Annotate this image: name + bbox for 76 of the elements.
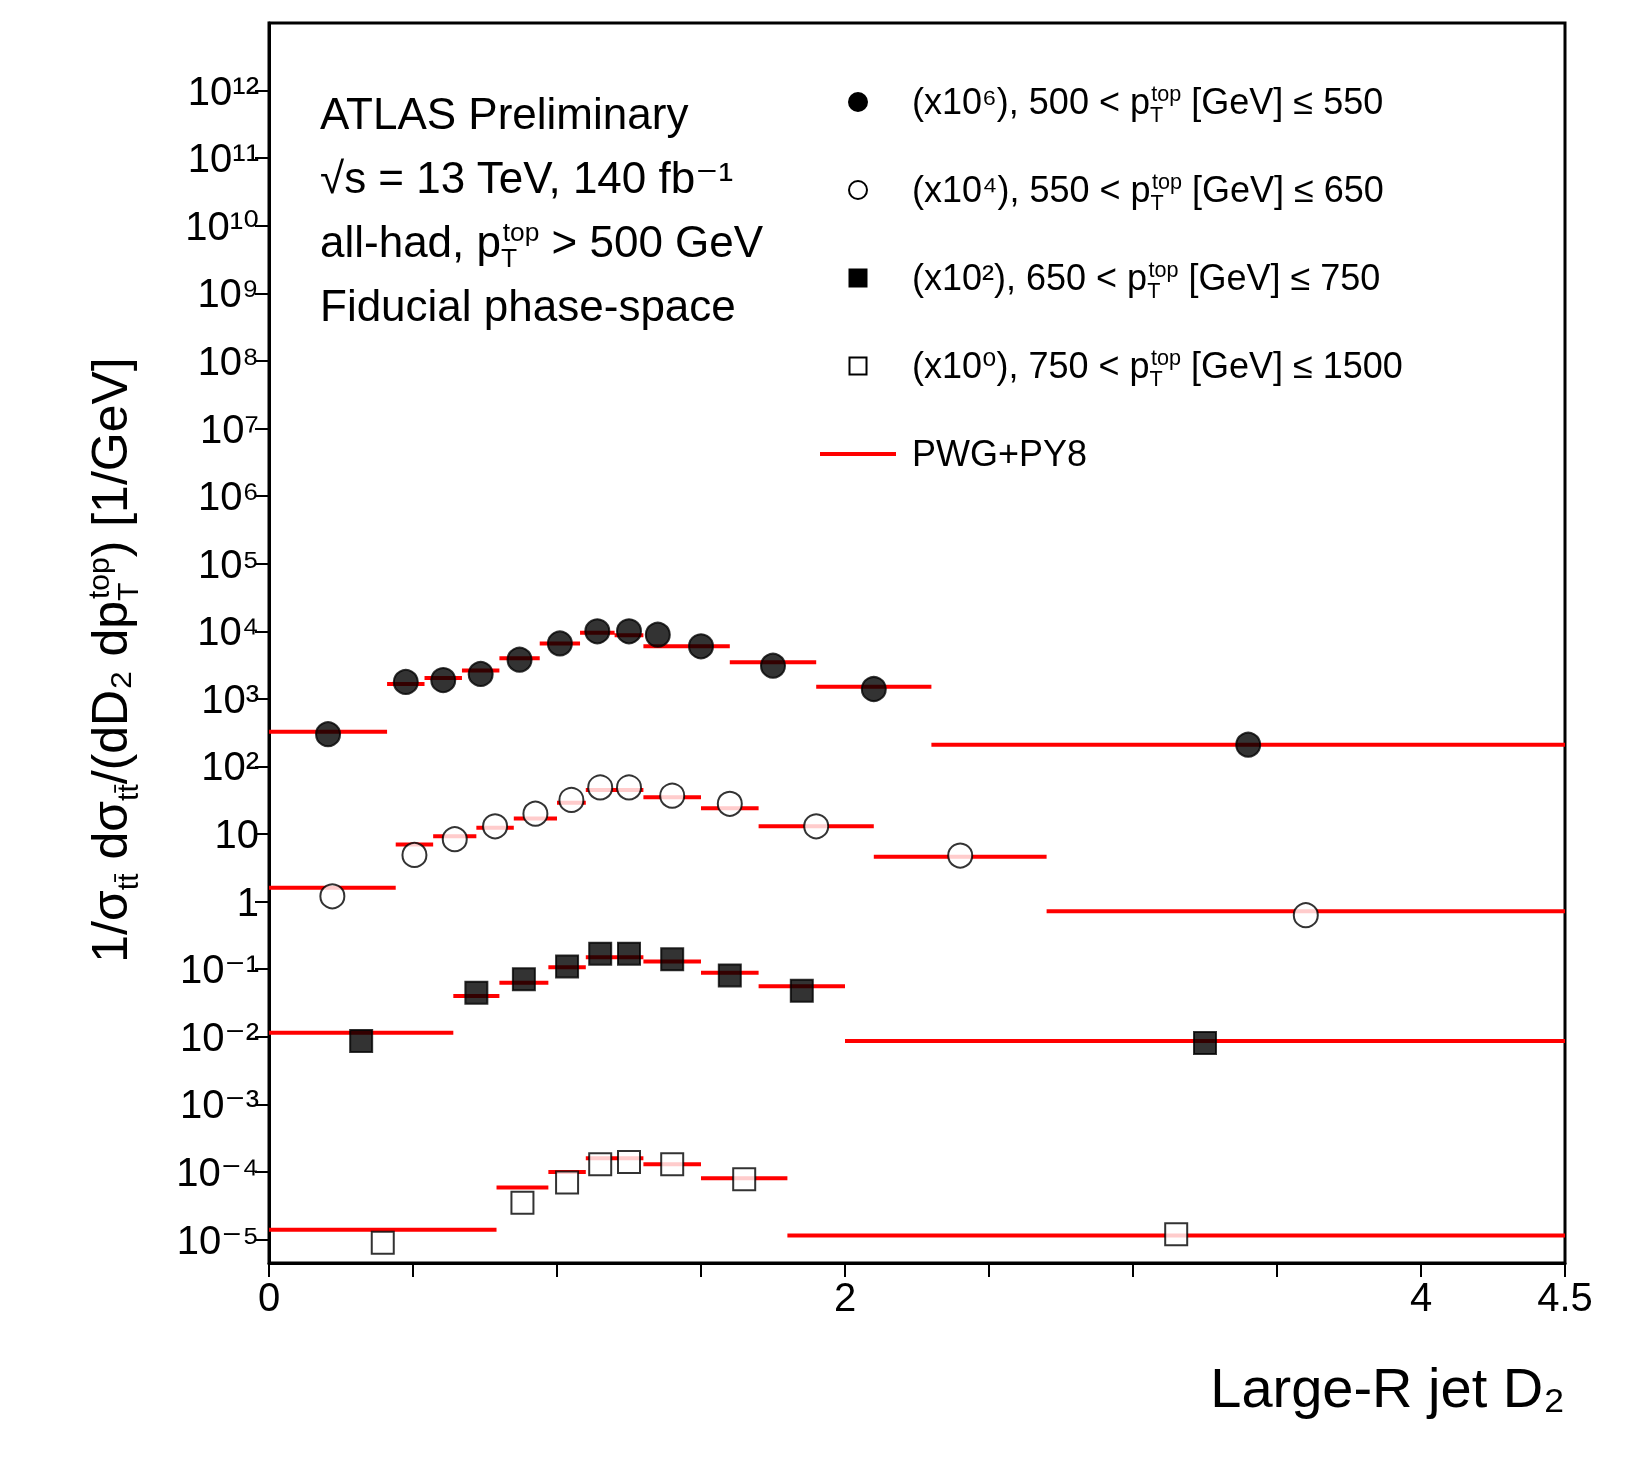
- point: [588, 1152, 613, 1177]
- point: [860, 676, 887, 702]
- point: [315, 721, 342, 748]
- x-axis-title: Large-R jet D₂: [1210, 1356, 1565, 1419]
- point: [803, 813, 830, 840]
- point: [510, 1190, 535, 1215]
- point: [1292, 902, 1319, 929]
- y-tick-label: 10²: [201, 744, 259, 789]
- y-tick-label: 10⁻³: [180, 1082, 259, 1127]
- x-tick-label: 2: [833, 1275, 857, 1319]
- point: [349, 1028, 374, 1053]
- y-tick-label: 10⁴: [197, 609, 259, 654]
- y-tick-label: 1: [236, 879, 259, 924]
- legend-label: PWG+PY8: [912, 433, 1088, 475]
- point: [947, 842, 974, 869]
- point: [482, 813, 509, 840]
- point: [1164, 1222, 1189, 1247]
- point: [464, 980, 489, 1005]
- y-tick-label: 10⁻⁵: [176, 1217, 259, 1262]
- point: [401, 841, 428, 868]
- point: [732, 1167, 757, 1192]
- y-tick-label: 10⁻²: [180, 1014, 259, 1059]
- point: [716, 790, 743, 817]
- point: [441, 826, 468, 853]
- point: [760, 652, 786, 679]
- point: [558, 786, 585, 813]
- point: [789, 978, 814, 1003]
- point: [522, 800, 549, 827]
- y-tick-label: 10⁻¹: [180, 947, 259, 992]
- annotation: ATLAS Preliminary: [320, 89, 689, 138]
- y-tick-label: 10: [214, 812, 259, 857]
- y-tick-label: 10¹⁰: [185, 203, 259, 248]
- y-tick-label: 10¹²: [187, 68, 259, 113]
- legend-label: (x10⁰), 750 < p$_{T}$$^{top}$ [GeV] ≤ 1500: [912, 345, 1403, 392]
- annotation: all-had, p$_{T}$$^{top}$ > 500 GeV: [320, 217, 764, 273]
- point: [616, 618, 642, 645]
- point: [584, 618, 611, 645]
- y-tick-label: 10⁷: [200, 406, 259, 451]
- legend-label: (x10²), 650 < p$_{T}$$^{top}$ [GeV] ≤ 750: [912, 257, 1381, 304]
- annotation: √s = 13 TeV, 140 fb⁻¹: [320, 153, 734, 202]
- y-tick-label: 10⁶: [198, 474, 259, 519]
- y-tick-label: 10⁵: [197, 541, 259, 586]
- point: [617, 941, 641, 966]
- x-tick-label: 0: [257, 1275, 281, 1319]
- point: [644, 621, 671, 648]
- legend-label: (x10⁴), 550 < p$_{T}$$^{top}$ [GeV] ≤ 650: [912, 169, 1384, 216]
- point: [660, 947, 685, 972]
- point: [370, 1230, 395, 1255]
- point: [616, 774, 642, 801]
- y-tick-label: 10³: [201, 676, 259, 721]
- point: [555, 1170, 580, 1195]
- y-tick-label: 10⁻⁴: [176, 1149, 259, 1194]
- x-tick-label: 4.5: [1537, 1275, 1593, 1319]
- y-tick-label: 10¹¹: [187, 136, 259, 181]
- point: [659, 782, 686, 809]
- point: [555, 954, 580, 979]
- legend-label: (x10⁶), 500 < p$_{T}$$^{top}$ [GeV] ≤ 550: [912, 81, 1384, 128]
- point: [430, 667, 457, 694]
- point: [1235, 731, 1262, 758]
- point: [506, 646, 533, 673]
- point: [617, 1150, 641, 1175]
- point: [392, 668, 419, 695]
- annotation: Fiducial phase-space: [320, 281, 736, 330]
- point: [688, 633, 714, 660]
- point: [588, 941, 613, 966]
- y-tick-label: 10⁸: [197, 338, 259, 383]
- x-tick-label: 4: [1409, 1275, 1433, 1319]
- point: [319, 883, 346, 910]
- point: [717, 963, 742, 988]
- point: [511, 967, 536, 992]
- y-tick-label: 10⁹: [197, 271, 259, 316]
- point: [1193, 1030, 1217, 1055]
- point: [467, 660, 494, 687]
- point: [587, 774, 614, 801]
- point: [546, 630, 573, 657]
- point: [660, 1152, 685, 1177]
